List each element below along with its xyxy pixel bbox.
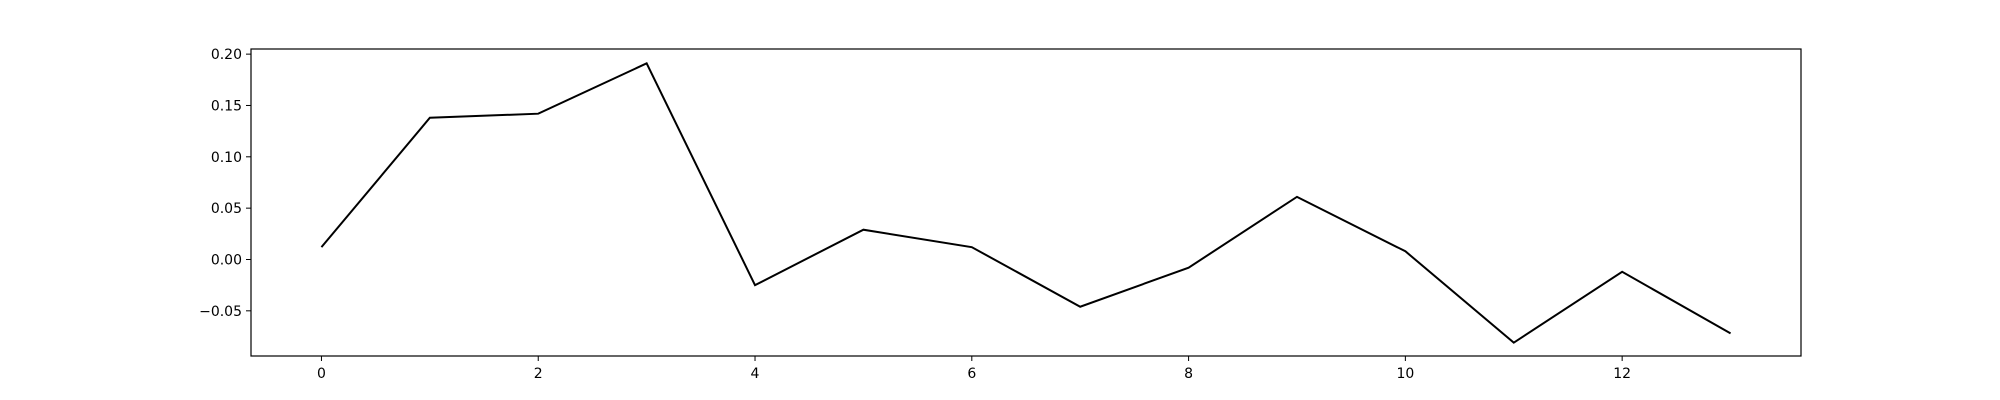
axis-ticks: 0 2 4 6 8 10 12 −0.05 0.00 0.05 0.10 0.15 0.20 <box>199 47 1631 382</box>
x-tick-label: 2 <box>534 366 543 382</box>
plot-frame <box>250 48 1802 357</box>
y-tick-label: 0.10 <box>211 150 242 166</box>
x-tick-label: 6 <box>967 366 976 382</box>
x-tick-label: 12 <box>1613 366 1631 382</box>
chart-series <box>320 62 1732 344</box>
y-tick-label: 0.15 <box>211 98 242 114</box>
x-tick-label: 10 <box>1396 366 1414 382</box>
y-tick-label: 0.05 <box>211 201 242 217</box>
x-tick-label: 4 <box>751 366 760 382</box>
x-tick-label: 0 <box>317 366 326 382</box>
y-tick-label: −0.05 <box>199 304 242 320</box>
y-tick-label: 0.00 <box>211 252 242 268</box>
series-line <box>320 62 1732 344</box>
y-tick-label: 0.20 <box>211 47 242 63</box>
x-tick-label: 8 <box>1184 366 1193 382</box>
